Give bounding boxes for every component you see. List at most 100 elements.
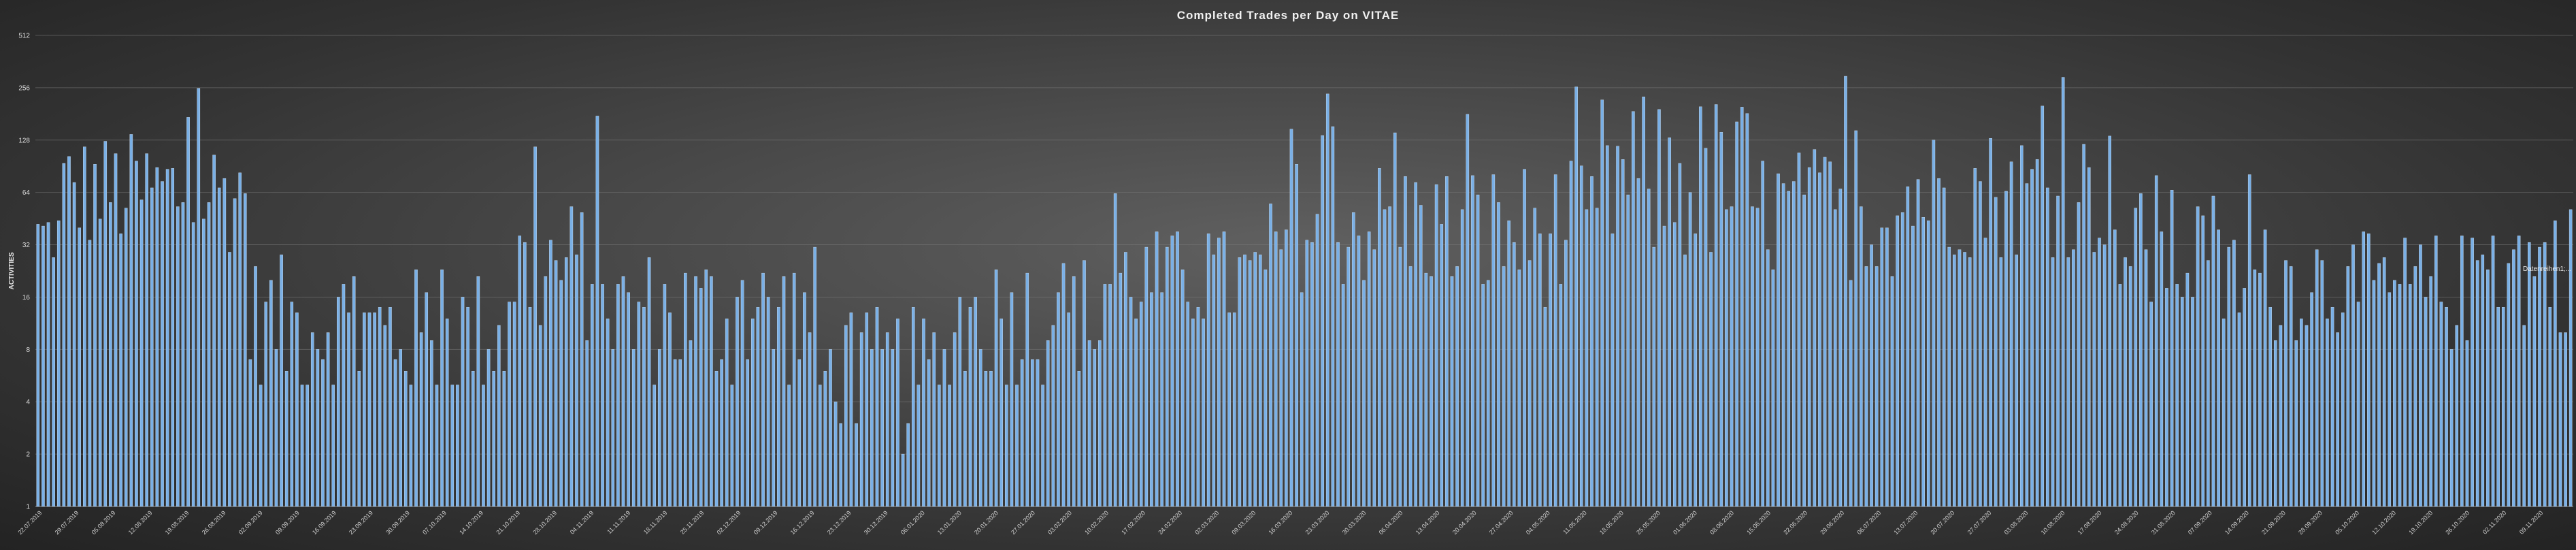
x-tick-label: 26.10.2020 <box>2444 509 2471 536</box>
bar <box>1144 246 1149 507</box>
bar <box>1460 209 1464 507</box>
bar <box>1083 260 1086 507</box>
bar <box>1398 246 1402 507</box>
x-tick-label: 30.03.2020 <box>1341 509 1368 536</box>
x-tick-label: 18.11.2019 <box>642 509 668 535</box>
bar <box>1108 284 1112 507</box>
y-tick-label: 2 <box>26 451 30 459</box>
x-tick-label: 05.10.2020 <box>2334 509 2360 536</box>
bar <box>1362 280 1366 507</box>
bar <box>2170 190 2174 507</box>
bar <box>2268 307 2272 507</box>
x-tick-label: 18.05.2020 <box>1598 509 1625 536</box>
bar <box>2144 249 2148 507</box>
bar <box>1139 302 1143 507</box>
bar <box>512 302 516 507</box>
bar <box>456 385 459 507</box>
bar <box>2082 144 2085 507</box>
bar <box>2160 231 2164 507</box>
x-tick-label: 04.11.2019 <box>569 509 595 535</box>
bar <box>440 269 444 507</box>
bar <box>2305 325 2309 507</box>
bar <box>2362 231 2366 507</box>
bar <box>2098 238 2101 507</box>
bar <box>2569 209 2573 507</box>
x-tick-label: 27.07.2020 <box>1966 509 1993 536</box>
bar <box>740 280 744 507</box>
bar <box>657 349 661 507</box>
x-tick-label: 13.04.2020 <box>1415 509 1441 536</box>
bar <box>880 349 884 507</box>
bar <box>425 292 429 507</box>
bar <box>233 198 237 507</box>
bar <box>564 257 568 507</box>
bar <box>78 227 82 507</box>
bar <box>1134 319 1138 507</box>
bar <box>1300 292 1304 507</box>
bar <box>1771 269 1775 507</box>
bar <box>647 257 651 507</box>
bar <box>2367 233 2371 507</box>
bar <box>2247 174 2251 507</box>
bar <box>1191 319 1195 507</box>
bar <box>591 284 594 507</box>
x-tick-label: 02.11.2020 <box>2481 509 2507 535</box>
bar <box>259 385 263 507</box>
bar <box>1466 114 1470 507</box>
bar <box>2330 307 2334 507</box>
bar <box>653 385 656 507</box>
bar <box>1476 194 1480 507</box>
bar <box>1285 229 1288 507</box>
bar <box>248 359 252 507</box>
bar <box>1180 269 1185 507</box>
bar <box>1367 231 1371 507</box>
bar <box>109 202 112 507</box>
x-tick-label: 27.04.2020 <box>1488 509 1515 536</box>
bar <box>1528 260 1532 507</box>
bar <box>974 297 977 507</box>
x-tick-label: 02.09.2019 <box>237 509 264 536</box>
x-tick-label: 17.08.2020 <box>2077 509 2103 536</box>
bar <box>627 292 630 507</box>
bar <box>1833 209 1837 507</box>
bar <box>1626 194 1630 507</box>
bar <box>430 340 433 507</box>
bar <box>486 349 491 507</box>
y-tick-label: 4 <box>26 399 30 406</box>
bar <box>906 423 910 507</box>
bar <box>326 332 330 507</box>
bar <box>833 402 838 507</box>
bar <box>1057 292 1060 507</box>
bar <box>1372 249 1376 507</box>
bar <box>1243 255 1246 507</box>
bar <box>1512 242 1516 507</box>
bar <box>1113 193 1117 507</box>
bar <box>2356 302 2360 507</box>
bar <box>1072 276 1076 507</box>
bar <box>2486 269 2490 507</box>
bar <box>1709 252 1713 507</box>
bar <box>813 246 816 507</box>
bar <box>83 146 86 507</box>
bar <box>1818 172 1821 507</box>
bar <box>2294 340 2298 507</box>
bar <box>1916 179 1920 507</box>
bar <box>1792 181 1796 507</box>
bar <box>1864 266 1868 507</box>
bar <box>36 224 40 507</box>
bar <box>2207 260 2210 507</box>
bar <box>803 292 806 507</box>
bar <box>1932 140 1936 507</box>
bar <box>274 349 278 507</box>
bar <box>1849 280 1853 507</box>
bar <box>1781 183 1785 507</box>
bar <box>569 206 574 507</box>
bar <box>1352 212 1355 507</box>
bar <box>922 319 925 507</box>
bar <box>186 117 190 507</box>
bar <box>1325 93 1330 507</box>
bar <box>295 312 299 507</box>
bar <box>2310 292 2313 507</box>
bar <box>1559 284 1563 507</box>
bar <box>2346 266 2350 507</box>
